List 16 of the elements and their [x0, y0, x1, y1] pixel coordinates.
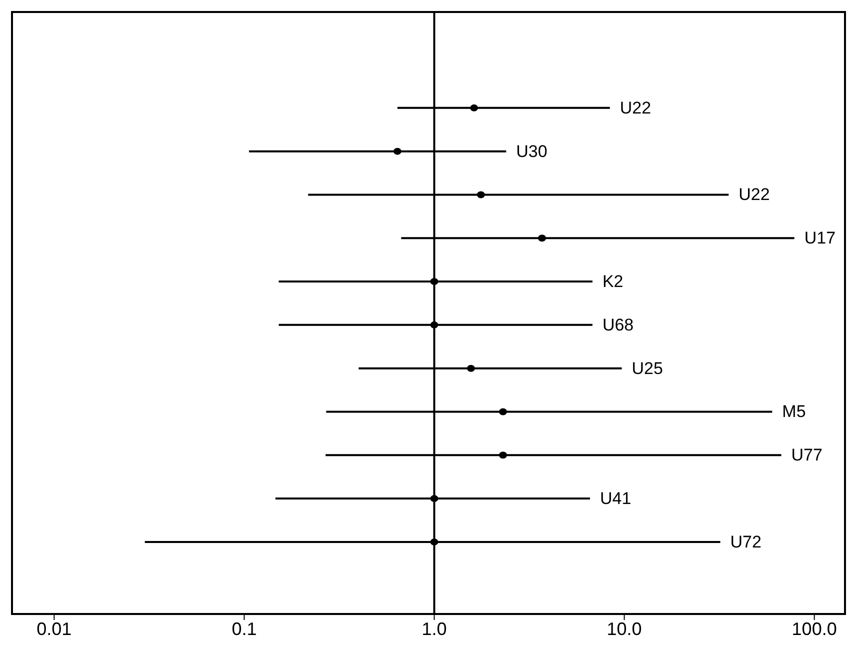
y-tick-label: U41	[600, 489, 632, 508]
x-tick-label: 100.0	[792, 618, 837, 639]
y-tick-label: U72	[730, 532, 762, 552]
y-tick-label: U22	[738, 185, 770, 204]
y-tick-label: M5	[782, 402, 806, 422]
y-tick-label: U77	[791, 446, 822, 465]
x-tick-label: 0.01	[36, 618, 72, 639]
y-tick-label: U68	[602, 315, 634, 334]
y-tick-label: U25	[632, 358, 663, 378]
x-tick-label: 1.0	[422, 618, 447, 639]
y-tick-label: U17	[804, 228, 836, 248]
y-tick-label: U30	[516, 142, 548, 161]
y-tick-label: U22	[620, 98, 652, 118]
y-tick-label: K2	[602, 272, 624, 292]
x-tick-label: 0.1	[232, 618, 257, 639]
x-tick-label: 10.0	[606, 618, 642, 639]
